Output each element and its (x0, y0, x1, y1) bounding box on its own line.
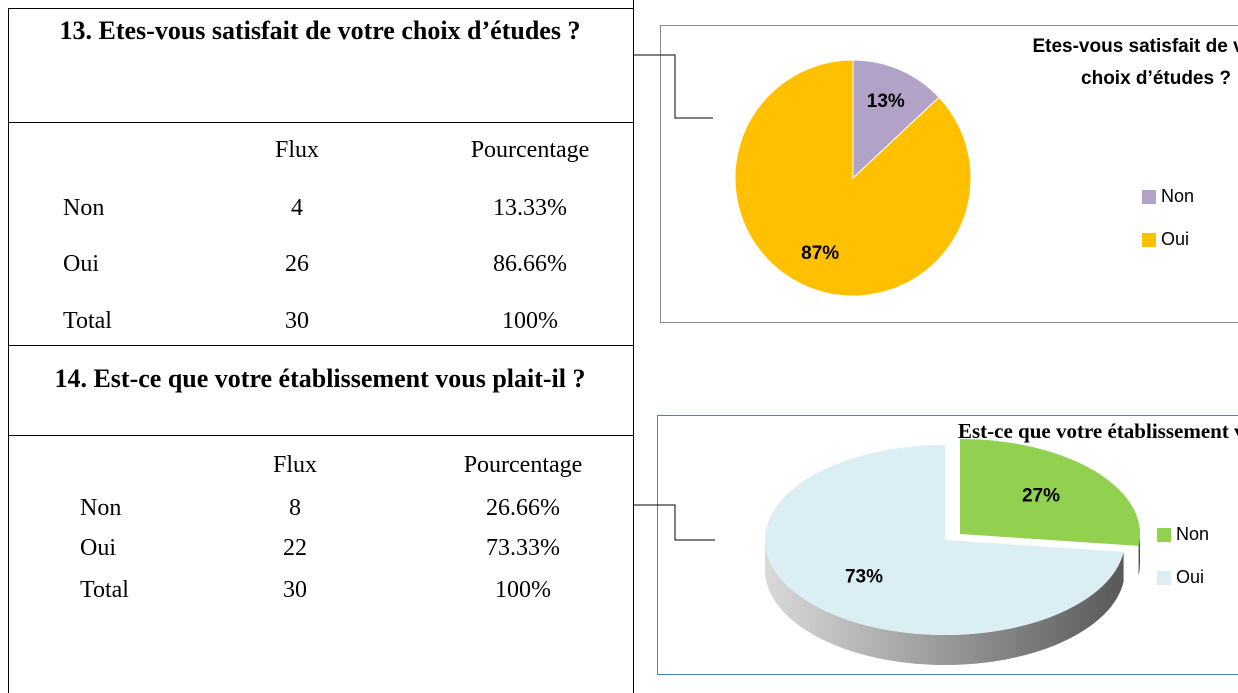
chart-title: Etes-vous satisfait de votre choix d’étu… (1032, 36, 1238, 89)
row-label: Oui (63, 251, 99, 277)
legend-swatch (1157, 528, 1171, 542)
border (8, 8, 633, 9)
cell: 13.33% (493, 195, 567, 221)
row-label: Total (80, 577, 129, 603)
row-label: Non (80, 495, 122, 521)
connector (633, 504, 715, 541)
slice (960, 439, 1141, 546)
slice-side (1138, 534, 1140, 576)
chart-frame: Est-ce que votre établissement vous plai… (657, 415, 1238, 675)
border (8, 435, 633, 436)
slice (852, 59, 940, 180)
cell: 4 (291, 195, 303, 221)
chart-frame: Etes-vous satisfait de votre choix d’étu… (660, 25, 1238, 323)
cell: 86.66% (493, 251, 567, 277)
data-label: 27% (1022, 485, 1060, 506)
slice-side (765, 540, 1124, 666)
border (8, 8, 9, 693)
data-label: 87% (801, 243, 839, 264)
cell: 30 (283, 577, 307, 603)
cell: 73.33% (486, 535, 560, 561)
cell: 100% (495, 577, 551, 603)
cell: 8 (289, 495, 301, 521)
section-title: 14. Est-ce que votre établissement vous … (54, 364, 586, 393)
data-label: 73% (845, 567, 883, 588)
border (8, 122, 633, 123)
legend-swatch (1157, 571, 1171, 585)
cell: 26 (285, 251, 309, 277)
column-header: Flux (272, 452, 317, 478)
slice (765, 445, 1124, 636)
column-header: Pourcentage (470, 137, 590, 163)
legend-swatch (1142, 233, 1156, 247)
legend-label: Non (1161, 186, 1194, 206)
cell: 30 (285, 308, 309, 334)
connector (633, 54, 713, 119)
row-label: Oui (80, 535, 116, 561)
row-label: Total (63, 308, 112, 334)
legend-swatch (1142, 190, 1156, 204)
border (8, 345, 633, 346)
column-header: Flux (274, 137, 319, 163)
cell: 22 (283, 535, 307, 561)
cell: 100% (502, 308, 558, 334)
column-header: Pourcentage (463, 452, 583, 478)
section-title: 13. Etes-vous satisfait de votre choix d… (59, 16, 581, 45)
legend-label: Non (1176, 524, 1209, 544)
row-label: Non (63, 195, 105, 221)
legend-label: Oui (1161, 229, 1189, 249)
border (633, 0, 634, 693)
slice (734, 59, 972, 297)
chart-title: Est-ce que votre établissement vous plai… (958, 419, 1238, 443)
data-label: 13% (867, 91, 905, 112)
cell: 26.66% (486, 495, 560, 521)
legend-label: Oui (1176, 567, 1204, 587)
